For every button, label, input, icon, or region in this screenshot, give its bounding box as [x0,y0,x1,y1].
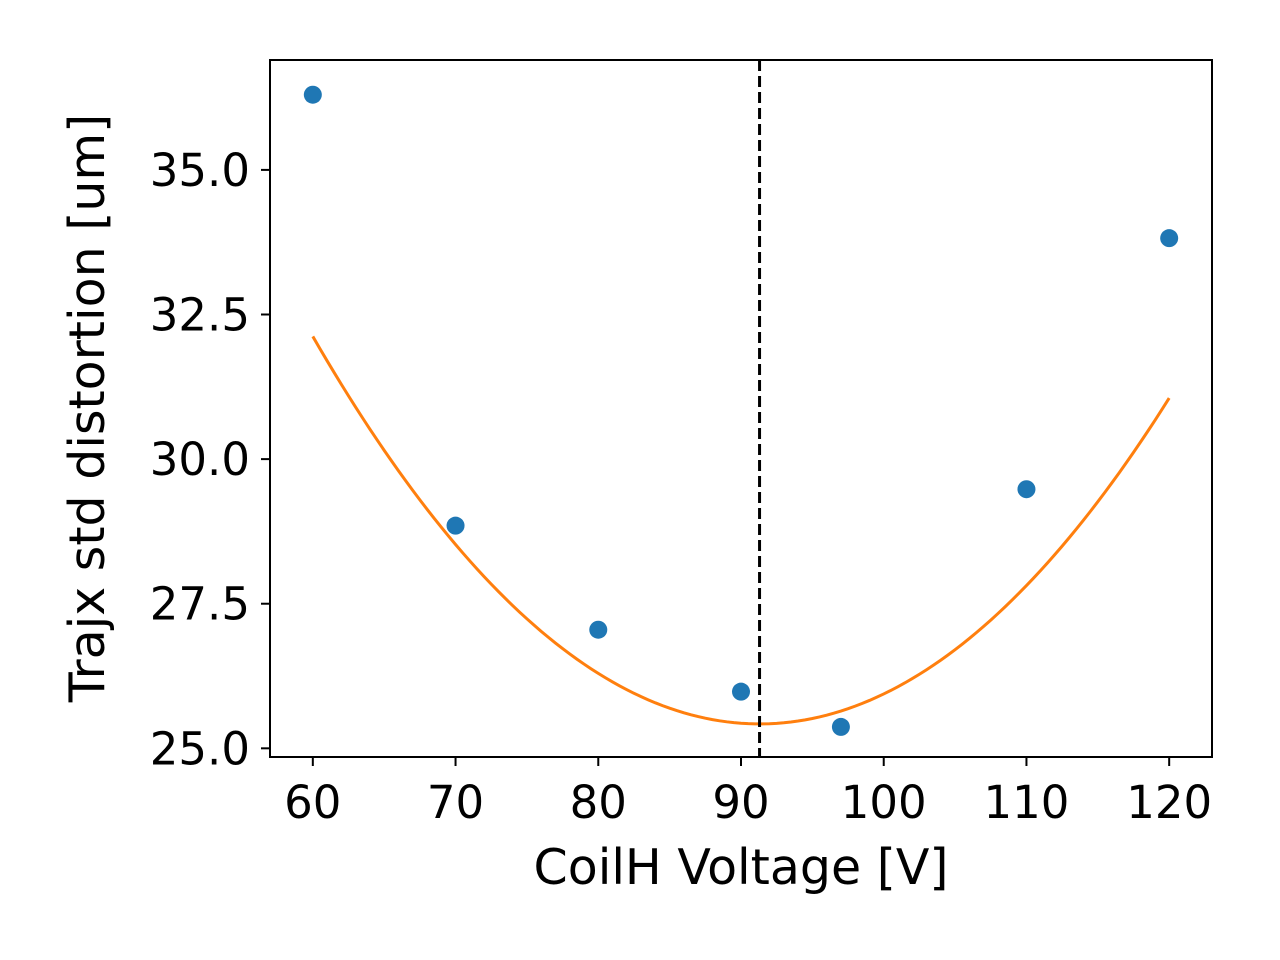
y-axis-label: Trajx std distortion [um] [59,114,116,704]
data-point [1160,229,1179,248]
axes: 60 70 80 90 100 110 120 25.0 27.5 30.0 32.5 35.0 [150,59,1213,829]
x-tick-label: 70 [427,776,484,829]
x-tick-label: 60 [284,776,341,829]
data-point [831,717,850,736]
x-tick-label: 110 [984,776,1070,829]
y-tick-label: 35.0 [150,144,250,197]
data-point [303,85,322,104]
x-tick-label: 100 [841,776,927,829]
x-tick-label: 120 [1126,776,1212,829]
x-tick-label: 90 [712,776,769,829]
data-point [1017,480,1036,499]
y-tick-label: 27.5 [150,578,250,631]
plot-area [303,60,1179,757]
x-axis-label: CoilH Voltage [V] [534,839,949,896]
data-point [589,620,608,639]
fit-curve [311,335,1171,726]
x-tick-label: 80 [570,776,627,829]
data-point [446,516,465,535]
y-tick-label: 32.5 [150,289,250,342]
data-point [732,682,750,701]
y-tick-label: 25.0 [150,722,250,775]
y-tick-label: 30.0 [150,433,250,486]
